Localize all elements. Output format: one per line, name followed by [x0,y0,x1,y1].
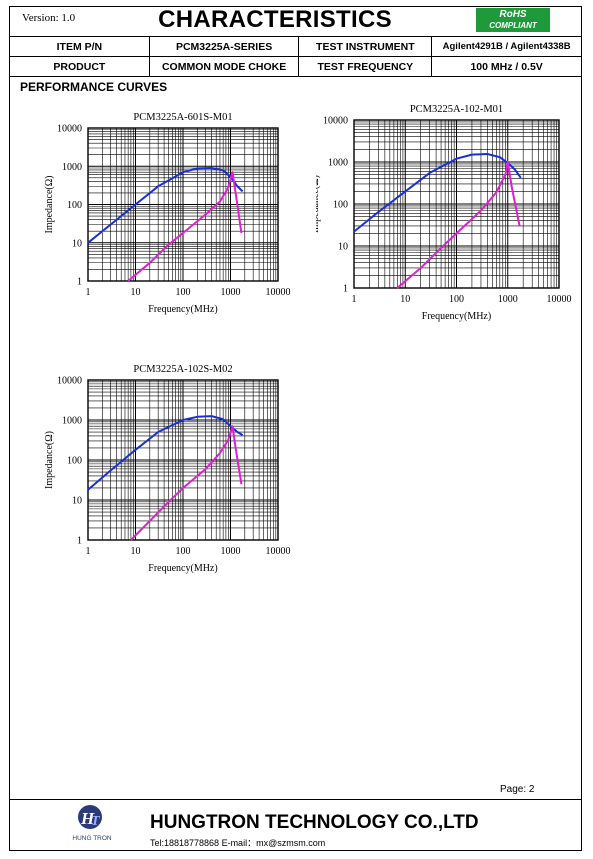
y-tick-label: 1 [343,284,348,295]
y-tick-label: 1 [77,536,82,547]
company-logo: H T HUNG TRON [62,803,122,847]
item-pn-label: ITEM P/N [9,36,150,57]
y-tick-label: 100 [67,456,82,467]
test-instrument-label: TEST INSTRUMENT [298,36,433,57]
impedance-chart-102s: PCM3225A-102S-M02 1 10 100 1000 10000 1 10 100 10… [44,364,291,574]
rohs-line1: RoHS [499,9,527,20]
x-tick-label: 100 [449,294,464,305]
x-tick-label: 1 [352,294,357,305]
test-instrument-value: Agilent4291B / Agilent4338B [431,36,582,57]
y-axis-label: Impedance(Ω) [316,175,321,233]
chart-grid [87,128,278,282]
y-tick-label: 10000 [57,376,82,387]
page-number: Page: 2 [500,784,535,795]
x-tick-label: 10 [131,287,141,298]
y-tick-label: 100 [67,200,82,211]
logo-text: HUNG TRON [72,835,112,842]
test-frequency-label: TEST FREQUENCY [298,56,433,77]
page-title: CHARACTERISTICS [158,6,392,33]
x-axis-label: Frequency(MHz) [148,304,217,315]
chart-title: PCM3225A-102S-M02 [133,364,232,375]
y-tick-label: 10000 [57,124,82,135]
plot-border [87,379,279,541]
y-axis-label: Impedance(Ω) [44,431,55,489]
impedance-chart-601s: PCM3225A-601S-M01 1 10 100 1000 10000 1 10 100 10… [44,112,291,315]
y-tick-label: 10 [72,238,82,249]
x-tick-label: 1000 [221,287,241,298]
test-frequency-value: 100 MHz / 0.5V [431,56,582,77]
plot-border [353,119,560,289]
company-name: HUNGTRON TECHNOLOGY CO.,LTD [150,812,479,833]
differential-mode-curve [130,425,243,541]
x-tick-label: 1000 [498,294,518,305]
impedance-chart-102: PCM3225A-102-M01 1 10 100 1000 10000 1 10 100 100… [316,104,572,322]
svg-text:H: H [80,809,95,828]
x-axis-label: Frequency(MHz) [422,311,491,322]
x-tick-label: 10 [400,294,410,305]
y-tick-label: 10000 [323,116,348,127]
chart-grid [353,120,559,289]
info-row: PRODUCT COMMON MODE CHOKE TEST FREQUENCY… [9,56,582,77]
y-tick-label: 10 [338,242,348,253]
y-tick-label: 1000 [328,158,348,169]
differential-mode-curve [396,161,521,289]
common-mode-curve [87,167,244,244]
y-axis-label: Impedance(Ω) [44,176,55,234]
x-tick-label: 10000 [547,294,572,305]
differential-mode-curve [127,171,243,282]
product-value: COMMON MODE CHOKE [148,56,300,77]
chart-title: PCM3225A-102-M01 [410,104,503,115]
svg-text:T: T [91,814,101,829]
x-tick-label: 10000 [266,546,291,557]
y-tick-label: 100 [333,200,348,211]
y-tick-label: 1000 [62,162,82,173]
chart-title: PCM3225A-601S-M01 [133,112,232,123]
item-pn-value: PCM3225A-SERIES [148,36,300,57]
contact-info: Tel:18818778868 E-mail：mx@szmsm.com [150,838,326,848]
y-tick-label: 1000 [62,416,82,427]
chart-grid [87,380,278,541]
x-tick-label: 1000 [221,546,241,557]
rohs-line2: COMPLIANT [489,21,537,30]
rohs-badge: RoHS COMPLIANT [476,8,550,32]
x-tick-label: 10 [131,546,141,557]
x-tick-label: 100 [176,287,191,298]
version-label: Version: 1.0 [22,12,76,24]
x-tick-label: 100 [176,546,191,557]
common-mode-curve [353,153,522,233]
y-tick-label: 1 [77,277,82,288]
plot-border [87,127,279,282]
x-tick-label: 1 [86,546,91,557]
info-table: ITEM P/N PCM3225A-SERIES TEST INSTRUMENT… [9,36,582,77]
info-row: ITEM P/N PCM3225A-SERIES TEST INSTRUMENT… [9,36,582,57]
x-axis-label: Frequency(MHz) [148,563,217,574]
y-tick-label: 10 [72,496,82,507]
product-label: PRODUCT [9,56,150,77]
x-tick-label: 10000 [266,287,291,298]
x-tick-label: 1 [86,287,91,298]
footer-divider [9,799,582,800]
section-title: PERFORMANCE CURVES [20,80,168,94]
